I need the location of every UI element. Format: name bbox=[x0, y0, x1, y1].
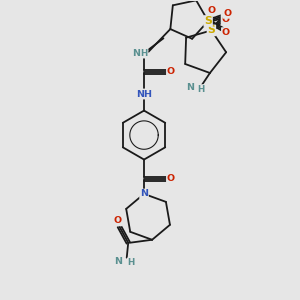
Text: N: N bbox=[132, 49, 140, 58]
Text: NH: NH bbox=[136, 90, 152, 99]
Text: H: H bbox=[140, 49, 148, 58]
Text: O: O bbox=[207, 6, 216, 15]
Text: N: N bbox=[114, 257, 122, 266]
Text: H: H bbox=[128, 258, 135, 267]
Text: S: S bbox=[204, 16, 212, 26]
Text: O: O bbox=[114, 217, 122, 226]
Text: O: O bbox=[221, 14, 230, 23]
Text: N: N bbox=[140, 189, 148, 198]
Text: O: O bbox=[222, 28, 230, 37]
Text: O: O bbox=[167, 67, 175, 76]
Text: H: H bbox=[197, 85, 205, 94]
Text: O: O bbox=[223, 9, 231, 18]
Text: S: S bbox=[208, 26, 215, 35]
Text: O: O bbox=[167, 175, 175, 184]
Text: N: N bbox=[187, 83, 194, 92]
